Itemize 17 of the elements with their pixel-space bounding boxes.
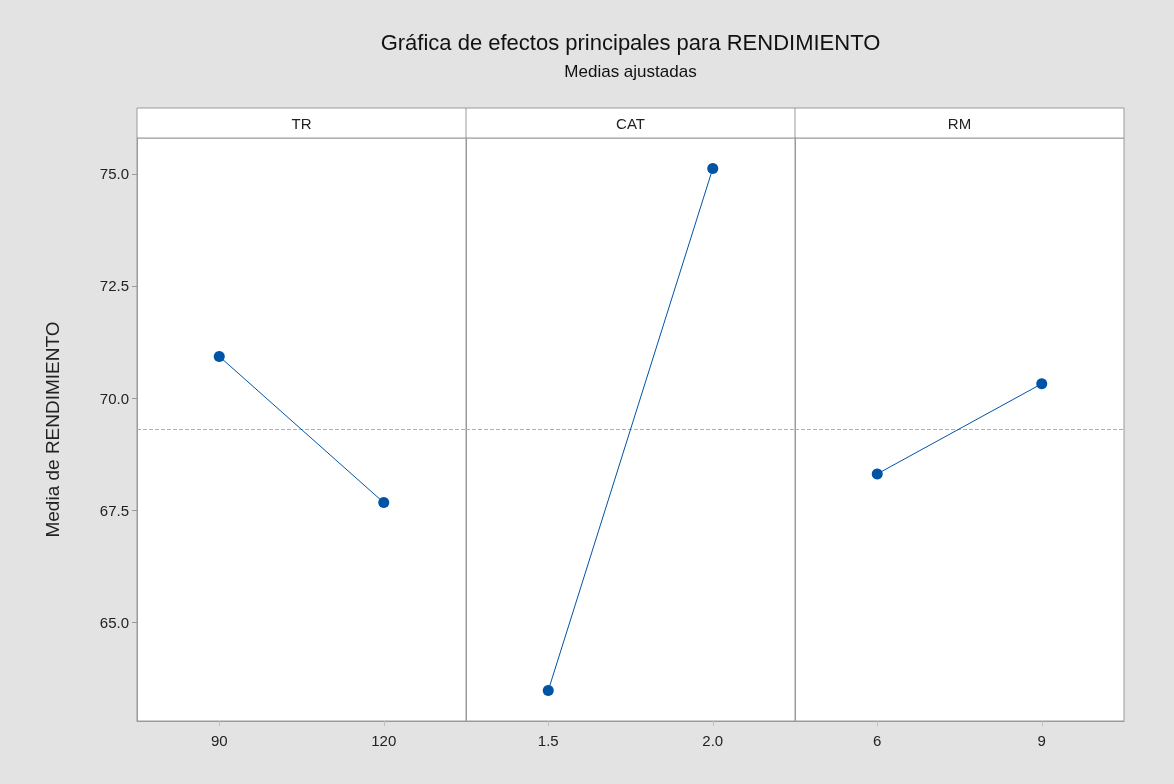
y-tick-label: 70.0 bbox=[99, 389, 129, 407]
x-tick-label: 9 bbox=[1037, 732, 1046, 749]
x-axis-title: RM bbox=[947, 114, 972, 132]
y-axis-title: Media de RENDIMIENTO bbox=[42, 321, 63, 538]
x-tick-label: 6 bbox=[873, 732, 882, 749]
chart-subtitle: Medias ajustadas bbox=[563, 62, 698, 82]
x-tick-label: 1.5 bbox=[537, 732, 559, 749]
x-axis-title: CAT bbox=[616, 114, 645, 132]
y-tick-label: 75.0 bbox=[99, 165, 129, 183]
chart-title: Gráfica de efectos principales para RENDIMIENTO bbox=[379, 30, 882, 56]
y-tick-label: 72.5 bbox=[99, 277, 129, 295]
x-axis-title: TR bbox=[291, 114, 312, 132]
x-tick-label: 120 bbox=[371, 732, 397, 749]
x-tick-label: 2.0 bbox=[702, 732, 724, 749]
y-tick-label: 67.5 bbox=[99, 501, 129, 519]
y-tick-label: 65.0 bbox=[99, 613, 129, 631]
x-tick-label: 90 bbox=[210, 732, 228, 749]
